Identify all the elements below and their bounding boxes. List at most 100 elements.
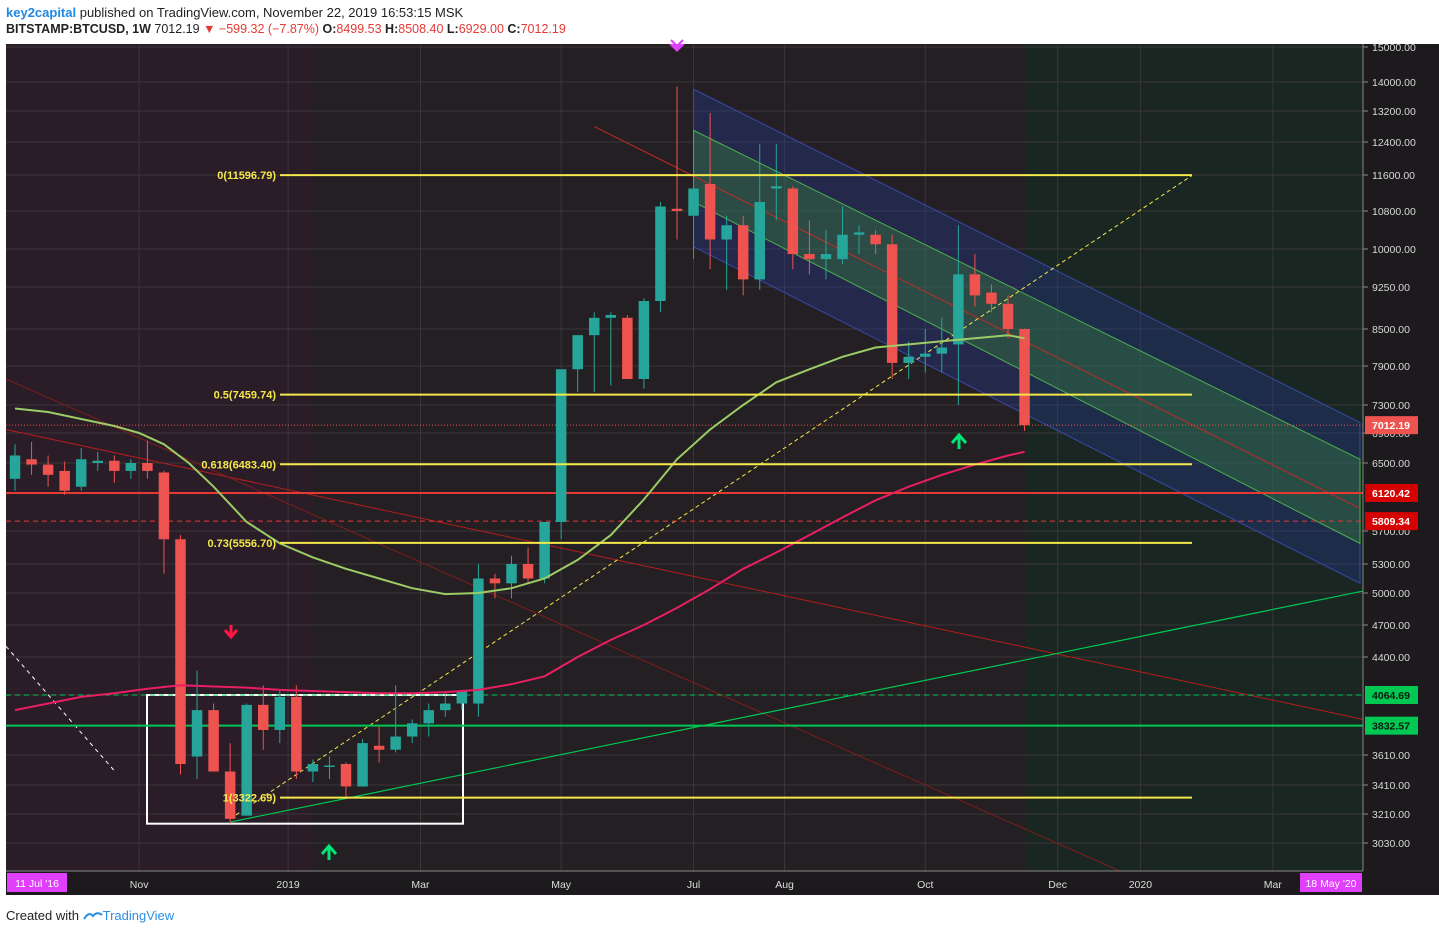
- publish-line: key2capital published on TradingView.com…: [6, 5, 463, 20]
- time-tick-label: Mar: [411, 879, 430, 891]
- candle-body: [506, 564, 517, 584]
- price-tick-label: 3410.00: [1372, 780, 1410, 792]
- moving-averages: [14, 334, 1025, 712]
- candle-body: [787, 188, 799, 255]
- candle-body: [473, 578, 484, 704]
- candle-body: [903, 356, 914, 363]
- candle-body: [986, 292, 997, 304]
- publish-info: published on TradingView.com, November 2…: [76, 5, 464, 20]
- price-tick-label: 10000.00: [1372, 244, 1416, 256]
- candle-body: [589, 317, 600, 336]
- time-tick-label: 2020: [1129, 879, 1153, 891]
- fib-level-label: 0(11596.79): [217, 170, 276, 182]
- candle-body: [291, 696, 302, 772]
- sma-slow-line: [14, 450, 1025, 712]
- fib-level-label: 1(3322.69): [223, 793, 277, 805]
- candle-body: [274, 696, 286, 730]
- created-with: Created with: [6, 908, 79, 923]
- buy-arrow-icon: [320, 843, 338, 860]
- price-label-text: 7012.19: [1372, 420, 1410, 432]
- time-tick-label: 2019: [276, 879, 300, 891]
- candle-body: [59, 470, 70, 491]
- author-link[interactable]: key2capital: [6, 5, 77, 20]
- candle-body: [357, 743, 368, 787]
- fib-level-label: 0.73(5556.70): [208, 538, 277, 550]
- candle-body: [1002, 303, 1014, 329]
- time-tick-label: Nov: [130, 879, 149, 891]
- price-tick-label: 7900.00: [1372, 361, 1410, 373]
- red-trendline: [5, 429, 1364, 720]
- candle-body: [804, 254, 815, 260]
- candle-body: [142, 463, 153, 471]
- close-value: 7012.19: [520, 22, 566, 36]
- price-label-badge: [1365, 686, 1418, 704]
- candle-body: [224, 771, 236, 819]
- event-marker-icon: [670, 39, 684, 48]
- left-highlight-zone: [6, 44, 314, 871]
- price-tick-label: 4400.00: [1372, 652, 1410, 664]
- range-start-badge: [7, 873, 67, 892]
- candle-body: [605, 315, 617, 318]
- candle-body: [489, 578, 501, 584]
- price-tick-label: 3210.00: [1372, 809, 1410, 821]
- time-tick-label: May: [551, 879, 572, 891]
- sell-arrow-icon: [223, 625, 239, 640]
- candle-body: [853, 232, 865, 235]
- candle-body: [539, 521, 550, 579]
- grid: [6, 44, 1363, 871]
- candle-body: [572, 335, 583, 370]
- fib-levels: 0(11596.79) 0.5(7459.74) 0.618(6483.40) 0.7…: [201, 170, 1192, 805]
- candle-body: [456, 690, 468, 704]
- price-label-text: 4064.69: [1372, 690, 1410, 702]
- candle-body: [555, 369, 567, 522]
- price-label-text: 3832.57: [1372, 721, 1410, 733]
- time-axis[interactable]: Nov 2019 Mar May Jul Aug Oct Dec 2020 Mar 11 Jul '…: [7, 873, 1362, 892]
- candle-body: [109, 460, 120, 471]
- candle-body: [721, 225, 732, 240]
- tradingview-brand[interactable]: TradingView: [102, 908, 175, 923]
- candle-body: [440, 703, 451, 711]
- candle-body: [42, 464, 54, 475]
- candle-body: [969, 274, 981, 296]
- range-end-badge: [1300, 873, 1362, 892]
- candle-body: [688, 188, 699, 216]
- price-tick-label: 13200.00: [1372, 106, 1416, 118]
- price-label-badge: [1365, 512, 1418, 531]
- candle-body: [324, 765, 335, 767]
- candle-body: [622, 317, 633, 379]
- candle-body: [158, 472, 170, 540]
- low-value: 6929.00: [458, 22, 504, 36]
- candle-body: [522, 564, 534, 579]
- time-axis-background: [6, 871, 1439, 895]
- candle-body: [953, 274, 964, 345]
- price-label-badge: [1365, 416, 1418, 435]
- high-label: H:: [385, 22, 399, 36]
- price-change: −599.32 (−7.87%): [218, 22, 319, 36]
- candle-body: [26, 459, 37, 465]
- candle-body: [175, 539, 186, 764]
- price-tick-label: 8500.00: [1372, 324, 1410, 336]
- sma-fast-line: [14, 334, 1025, 596]
- price-tick-label: 15000.00: [1372, 42, 1416, 54]
- time-tick-label: Mar: [1264, 879, 1283, 891]
- buy-arrow-icon: [950, 432, 968, 449]
- ohlc-line: BITSTAMP:BTCUSD, 1W 7012.19 ▼ −599.32 (−…: [6, 22, 566, 36]
- high-value: 8508.40: [398, 22, 444, 36]
- candle-body: [1019, 329, 1030, 426]
- candle-body: [671, 208, 683, 211]
- price-tick-label: 6500.00: [1372, 458, 1410, 470]
- price-axis[interactable]: 3030.00 3210.00 3410.00 3610.00 4400.00 4700.…: [1363, 42, 1418, 850]
- candles-layer[interactable]: [9, 86, 1030, 824]
- candle-body: [406, 723, 418, 737]
- candle-body: [655, 206, 666, 301]
- candle-body: [390, 736, 401, 750]
- candle-body: [737, 225, 749, 280]
- time-tick-label: Dec: [1048, 879, 1067, 891]
- candle-body: [258, 704, 269, 730]
- open-value: 8499.53: [336, 22, 382, 36]
- candle-body: [373, 745, 385, 750]
- candle-body: [241, 704, 252, 816]
- candle-body: [307, 764, 319, 772]
- green-trendline: [230, 590, 1364, 823]
